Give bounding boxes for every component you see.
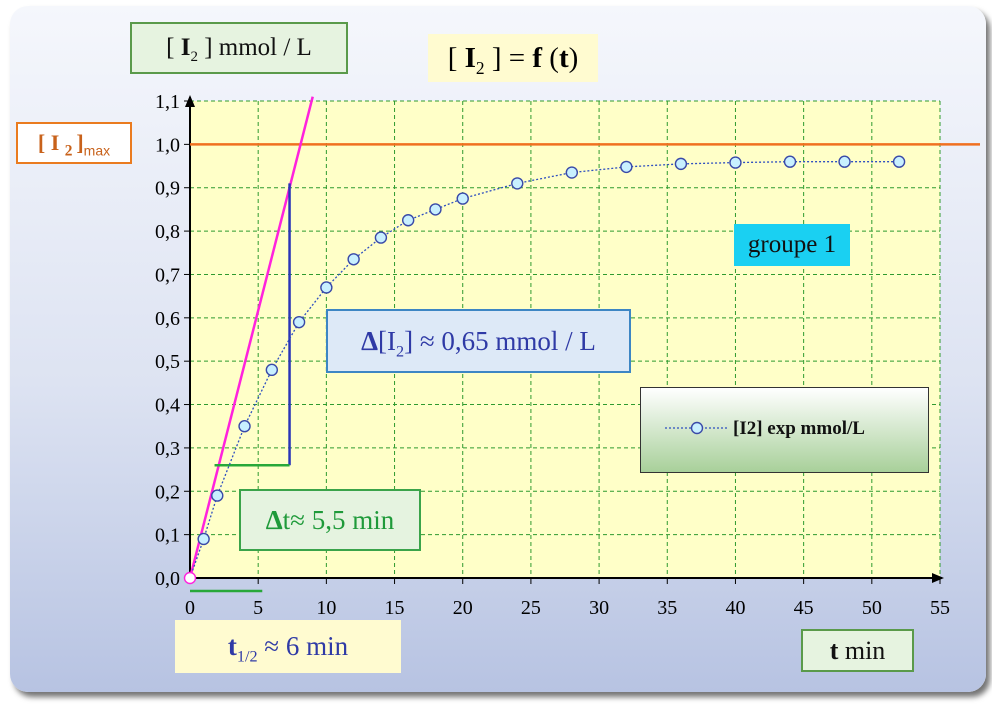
data-point <box>238 420 251 433</box>
y-tick-label: 0,6 <box>155 308 180 330</box>
x-tick-label: 30 <box>589 597 609 619</box>
y-tick-label: 0,7 <box>155 264 180 286</box>
data-point <box>211 489 224 502</box>
group-label: groupe 1 <box>734 224 850 266</box>
data-point <box>401 214 415 227</box>
delta-concentration-label: Δ[I2] ≈ 0,65 mmol / L <box>326 309 631 373</box>
x-tick-label: 0 <box>185 597 195 619</box>
y-tick-label: 0,9 <box>155 178 180 200</box>
ymax-label: [ I 2 ]max <box>16 122 132 164</box>
data-point <box>511 177 524 190</box>
x-axis-arrow-icon <box>932 573 944 583</box>
x-tick-label: 35 <box>657 597 677 619</box>
series-line <box>189 161 900 579</box>
data-point <box>892 155 906 168</box>
x-tick-label: 10 <box>316 597 336 619</box>
y-tick-label: 1,1 <box>155 91 180 113</box>
data-point <box>838 155 851 168</box>
y-tick-label: 1,0 <box>155 134 180 156</box>
x-tick-label: 25 <box>521 597 541 619</box>
legend-marker-icon <box>665 421 729 435</box>
y-tick-label: 0,3 <box>155 438 180 460</box>
x-tick-label: 50 <box>862 597 882 619</box>
data-point <box>429 203 442 216</box>
x-tick-label: 45 <box>794 597 814 619</box>
y-axis-arrow-icon <box>185 95 195 107</box>
data-point <box>674 157 688 171</box>
x-tick-label: 15 <box>385 597 405 619</box>
data-point <box>320 281 333 294</box>
y-axis-label: [ I2 ] mmol / L <box>130 22 348 74</box>
delta-time-label: Δt≈ 5,5 min <box>239 489 421 551</box>
tangent-line <box>188 96 314 579</box>
y-tick-label: 0,8 <box>155 221 180 243</box>
x-tick-label: 55 <box>930 597 950 619</box>
data-point <box>265 363 279 377</box>
data-point <box>347 253 360 266</box>
data-point <box>565 166 579 179</box>
y-tick-label: 0,2 <box>155 481 180 503</box>
y-tick-label: 0,0 <box>155 568 180 590</box>
x-tick-label: 40 <box>725 597 745 619</box>
y-tick-label: 0,1 <box>155 525 180 547</box>
y-tick-label: 0,5 <box>155 351 180 373</box>
data-point <box>292 315 306 329</box>
x-tick-label: 20 <box>453 597 473 619</box>
data-point <box>729 156 742 169</box>
x-tick-label: 5 <box>253 597 263 619</box>
data-point <box>783 155 797 168</box>
data-point <box>374 231 388 244</box>
x-axis-label: t min <box>801 629 914 672</box>
y-tick-label: 0,4 <box>155 395 180 417</box>
data-point <box>620 160 633 174</box>
legend-label: [I2] exp mmol/L <box>733 418 865 439</box>
data-point <box>197 532 210 546</box>
data-point <box>456 192 469 205</box>
data-point <box>183 571 197 585</box>
half-life-label: t1/2 ≈ 6 min <box>175 620 401 673</box>
chart-title: [ I2 ] = f (t) <box>428 34 598 82</box>
legend: [I2] exp mmol/L <box>640 387 929 473</box>
